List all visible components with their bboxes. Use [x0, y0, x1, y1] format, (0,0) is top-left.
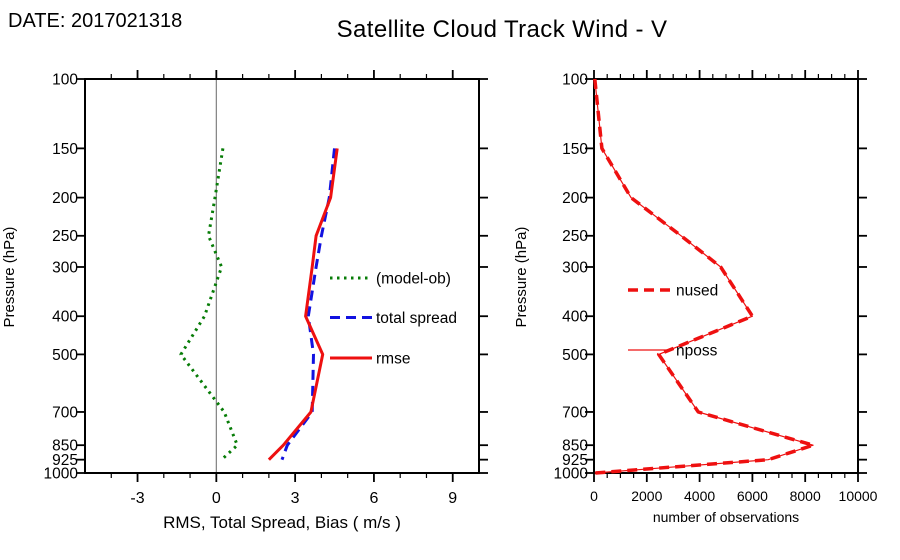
- right-x-axis-label: number of observations: [653, 509, 799, 525]
- legend-item-nused: nused: [628, 282, 718, 299]
- y-tick-label: 850: [52, 438, 78, 455]
- figure-title: Satellite Cloud Track Wind - V: [336, 16, 668, 43]
- series-rmse: [267, 148, 339, 461]
- y-tick-label: 250: [562, 228, 588, 245]
- y-tick-label: 500: [52, 347, 78, 364]
- date-label: DATE: 2017021318: [8, 10, 183, 32]
- x-tick-label: 2000: [631, 488, 662, 504]
- y-tick-label: 925: [52, 452, 78, 469]
- left-x-axis-label: RMS, Total Spread, Bias ( m/s ): [163, 513, 401, 532]
- y-tick-label: 200: [52, 190, 78, 207]
- y-tick-label: 300: [562, 259, 588, 276]
- y-tick-label: 1000: [44, 465, 79, 482]
- y-tick-label: 100: [52, 71, 78, 88]
- legend-label-nused: nused: [676, 282, 718, 299]
- right-plot-frame: [593, 78, 859, 474]
- right-chart-panel: 0 2000 4000 6000 8000 10000 100 150 200 250 300 400…: [513, 70, 878, 525]
- series-model-ob: [179, 148, 239, 461]
- x-tick-label: 4000: [684, 488, 715, 504]
- x-tick-label: -3: [130, 490, 144, 507]
- legend-label-model-ob: (model-ob): [376, 270, 451, 287]
- y-tick-label: 300: [52, 259, 78, 276]
- x-tick-label: 3: [291, 490, 300, 507]
- legend-item-total-spread: total spread: [330, 310, 457, 327]
- y-tick-label: 100: [562, 71, 588, 88]
- series-total-spread: [280, 148, 336, 461]
- x-tick-label: 8000: [790, 488, 821, 504]
- left-y-axis-label: Pressure (hPa): [1, 227, 18, 328]
- y-tick-label: 700: [52, 404, 78, 421]
- y-tick-label: 250: [52, 228, 78, 245]
- left-chart-panel: -3 0 3 6 9 100 150 200 250 300 400 500 700 8509251000…: [1, 70, 488, 532]
- y-tick-label: 1000: [554, 465, 589, 482]
- legend-label-rmse: rmse: [376, 350, 410, 367]
- legend-item-rmse: rmse: [330, 350, 410, 367]
- y-tick-label: 500: [562, 347, 588, 364]
- legend-label-nposs: nposs: [676, 342, 718, 359]
- left-plot-frame: [84, 78, 480, 474]
- y-tick-label: 700: [562, 404, 588, 421]
- y-tick-label: 925: [562, 452, 588, 469]
- x-tick-label: 6000: [737, 488, 768, 504]
- series-nposs: [594, 78, 814, 474]
- x-tick-label: 10000: [839, 488, 878, 504]
- legend-label-total-spread: total spread: [376, 310, 457, 327]
- y-tick-label: 400: [562, 309, 588, 326]
- right-y-axis-label: Pressure (hPa): [513, 227, 530, 328]
- legend-item-nposs: nposs: [628, 342, 718, 359]
- y-tick-label: 200: [562, 190, 588, 207]
- y-tick-label: 850: [562, 438, 588, 455]
- x-tick-label: 9: [448, 490, 457, 507]
- x-tick-label: 6: [369, 490, 378, 507]
- legend-item-model-ob: (model-ob): [330, 270, 451, 287]
- x-tick-label: 0: [212, 490, 221, 507]
- y-tick-label: 150: [52, 141, 78, 158]
- y-tick-label: 150: [562, 141, 588, 158]
- y-tick-label: 400: [52, 309, 78, 326]
- x-tick-label: 0: [590, 488, 598, 504]
